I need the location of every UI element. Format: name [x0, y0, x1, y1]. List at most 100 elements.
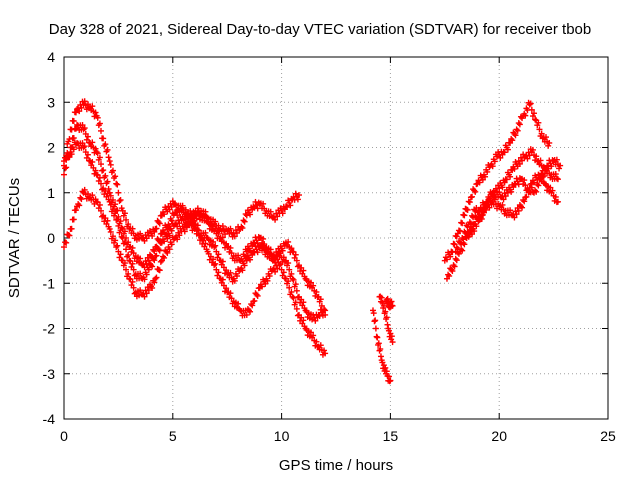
- interp-point: [112, 173, 119, 180]
- interp-point: [266, 273, 273, 280]
- interp-point: [117, 196, 124, 203]
- interp-point: [121, 228, 128, 235]
- interp-point: [81, 98, 88, 105]
- x-axis-title: GPS time / hours: [279, 457, 393, 474]
- interp-point: [469, 193, 475, 200]
- interp-point: [272, 216, 279, 223]
- interp-point: [233, 273, 240, 280]
- data-point: [526, 101, 533, 108]
- interp-point: [129, 260, 136, 267]
- interp-point: [317, 342, 324, 349]
- interp-point: [97, 161, 104, 168]
- interp-point: [293, 305, 300, 312]
- data-point: [243, 248, 250, 255]
- interp-point: [542, 166, 549, 173]
- interp-point: [516, 160, 523, 167]
- interp-point: [545, 142, 552, 149]
- data-point: [322, 350, 329, 357]
- interp-point: [176, 220, 183, 227]
- interp-point: [527, 100, 534, 107]
- interp-point: [491, 196, 498, 203]
- interp-point: [539, 174, 546, 181]
- interp-point: [179, 202, 186, 209]
- interp-point: [519, 204, 526, 211]
- interp-point: [168, 227, 175, 234]
- interp-point: [443, 256, 450, 263]
- data-point: [539, 135, 546, 142]
- interp-point: [117, 227, 124, 234]
- data-point: [243, 311, 250, 318]
- interp-point: [156, 247, 163, 254]
- data-point: [387, 377, 394, 384]
- data-point: [296, 192, 303, 199]
- interp-point: [102, 172, 109, 179]
- x-tick-label: 10: [274, 428, 290, 444]
- interp-point: [279, 247, 286, 254]
- data-point: [496, 203, 503, 210]
- interp-point: [459, 220, 466, 227]
- interp-point: [156, 267, 163, 274]
- interp-point: [449, 268, 456, 275]
- data-point: [256, 244, 263, 251]
- y-tick-label: -4: [43, 411, 56, 427]
- interp-point: [164, 226, 171, 233]
- data-point: [546, 139, 553, 146]
- interp-point: [149, 263, 156, 270]
- data-point: [113, 180, 120, 187]
- interp-point: [233, 230, 240, 237]
- interp-point: [97, 127, 104, 134]
- interp-point: [161, 238, 168, 245]
- interp-point: [553, 175, 560, 182]
- interp-point: [261, 241, 268, 248]
- interp-point: [321, 347, 328, 354]
- interp-point: [292, 251, 299, 258]
- x-tick-label: 15: [383, 428, 399, 444]
- interp-point: [272, 268, 279, 275]
- interp-point: [210, 238, 217, 245]
- interp-point: [105, 154, 112, 161]
- interp-point: [223, 285, 230, 292]
- interp-point: [526, 188, 533, 195]
- interp-point: [215, 230, 222, 237]
- interp-point: [94, 150, 101, 157]
- interp-point: [478, 215, 485, 222]
- interp-point: [313, 338, 320, 345]
- interp-point: [453, 257, 460, 264]
- interp-point: [274, 265, 281, 272]
- interp-point: [104, 178, 111, 185]
- interp-point: [377, 353, 384, 360]
- interp-point: [202, 213, 209, 220]
- interp-point: [514, 178, 521, 185]
- interp-point: [480, 209, 487, 216]
- interp-point: [281, 258, 288, 265]
- interp-point: [370, 310, 377, 317]
- interp-point: [117, 218, 124, 225]
- interp-point: [227, 290, 234, 297]
- interp-point: [287, 202, 294, 209]
- interp-point: [307, 329, 314, 336]
- data-point: [374, 334, 381, 341]
- data-point: [369, 307, 376, 314]
- interp-point: [115, 222, 122, 229]
- interp-point: [482, 173, 489, 180]
- interp-point: [312, 317, 319, 324]
- series-track-10: [452, 156, 564, 255]
- data-point: [106, 198, 113, 205]
- interp-point: [536, 126, 543, 133]
- data-point: [119, 235, 126, 241]
- interp-point: [496, 189, 503, 196]
- interp-point: [499, 184, 506, 191]
- interp-point: [272, 255, 279, 262]
- interp-point: [547, 160, 554, 167]
- interp-point: [96, 174, 103, 181]
- interp-point: [219, 276, 226, 283]
- interp-point: [164, 235, 171, 242]
- interp-point: [231, 233, 238, 240]
- interp-point: [489, 163, 496, 170]
- interp-point: [239, 225, 246, 232]
- interp-point: [181, 228, 188, 235]
- data-point: [61, 244, 67, 251]
- interp-point: [259, 283, 266, 290]
- interp-point: [66, 154, 73, 161]
- interp-point: [300, 317, 307, 324]
